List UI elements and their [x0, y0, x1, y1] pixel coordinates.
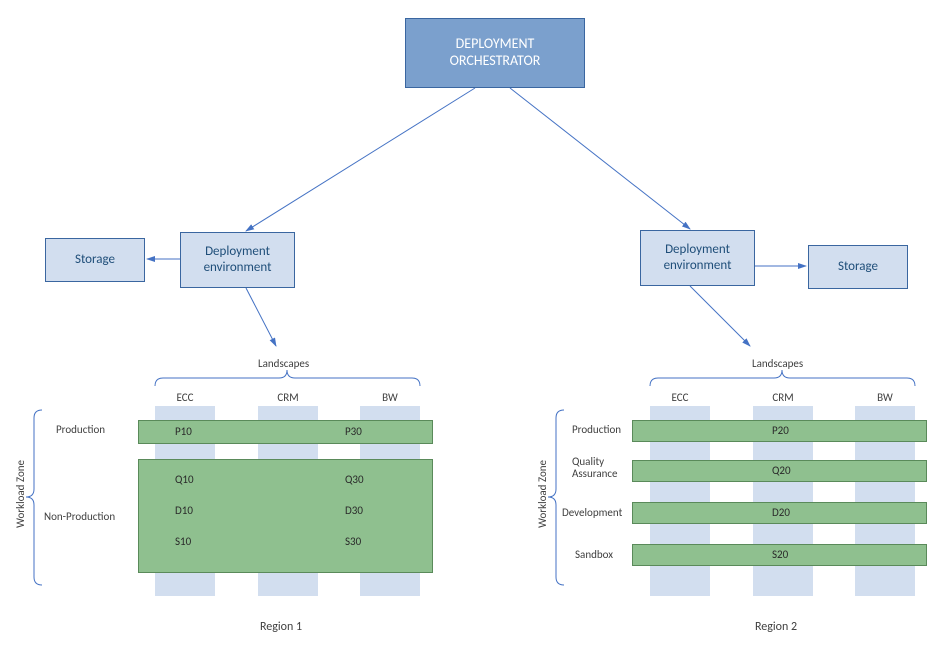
orchestrator-box: DEPLOYMENT ORCHESTRATOR	[405, 18, 585, 88]
zone-label-r2-2: Development	[562, 507, 622, 519]
orchestrator-label: DEPLOYMENT ORCHESTRATOR	[450, 36, 541, 70]
landscape-col-label-r1-1: CRM	[258, 391, 318, 404]
landscapes-label-r2: Landscapes	[752, 357, 803, 370]
zone-label-r1-0: Production	[56, 424, 105, 436]
landscape-col-label-r2-0: ECC	[650, 391, 710, 404]
nonprod-label-r1: Non-Production	[44, 510, 115, 523]
deploy-label-2: Deployment environment	[664, 242, 732, 273]
cell-r2-2-0: D20	[772, 506, 790, 519]
np-cell-r1-1-1: D30	[345, 504, 363, 517]
landscape-col-label-r2-2: BW	[855, 391, 915, 404]
region-label-r2: Region 2	[755, 620, 797, 634]
zone-label-r2-0: Production	[572, 424, 621, 436]
landscapes-label-r1: Landscapes	[258, 357, 309, 370]
zone-label-r2-3: Sandbox	[575, 549, 613, 561]
np-cell-r1-2-1: S30	[345, 535, 361, 548]
np-cell-r1-0-1: Q30	[345, 473, 364, 486]
np-cell-r1-2-0: S10	[175, 535, 191, 548]
deployment-env-box-region2: Deployment environment	[640, 230, 755, 286]
storage-label-1: Storage	[75, 252, 115, 268]
workload-zone-label-r1: Workload Zone	[14, 460, 27, 528]
cell-r2-1-0: Q20	[772, 464, 791, 477]
cell-r1-0-0: P10	[175, 425, 192, 438]
region-label-r1: Region 1	[260, 620, 302, 634]
storage-box-region1: Storage	[45, 238, 145, 282]
workload-zone-label-r2: Workload Zone	[536, 460, 549, 528]
cell-r1-0-1: P30	[345, 425, 362, 438]
landscape-col-label-r2-1: CRM	[753, 391, 813, 404]
np-cell-r1-0-0: Q10	[175, 473, 194, 486]
landscape-col-label-r1-0: ECC	[155, 391, 215, 404]
landscape-col-label-r1-2: BW	[360, 391, 420, 404]
cell-r2-3-0: S20	[772, 548, 788, 561]
deployment-env-box-region1: Deployment environment	[180, 232, 295, 288]
storage-box-region2: Storage	[808, 245, 908, 289]
np-cell-r1-1-0: D10	[175, 504, 193, 517]
zone-label-r2-1: Quality Assurance	[572, 456, 618, 480]
deploy-label-1: Deployment environment	[204, 244, 272, 275]
cell-r2-0-0: P20	[772, 424, 789, 437]
storage-label-2: Storage	[838, 259, 878, 275]
